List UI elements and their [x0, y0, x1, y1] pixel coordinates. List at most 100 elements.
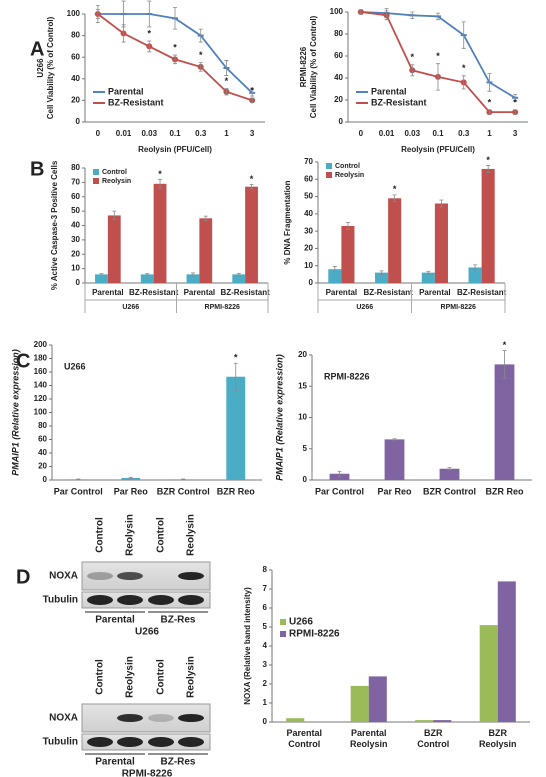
- x-tick-label: 0.1: [432, 129, 444, 138]
- legend-label: BZ-Resistant: [371, 97, 427, 107]
- bar: [497, 581, 516, 722]
- bar: [481, 168, 495, 283]
- x-tick-label: 3: [250, 129, 255, 138]
- significance: *: [393, 184, 397, 194]
- error-bar: [436, 63, 440, 91]
- blot-band: [87, 572, 113, 580]
- error-bar: [128, 476, 133, 480]
- x-tick-label: Par Control: [315, 486, 364, 496]
- y-tick-label: 20: [298, 350, 307, 359]
- y-axis-title: % Active Caspase-3 Positive Cells: [50, 160, 59, 290]
- blot-band: [148, 714, 174, 722]
- y-tick-label: 3: [263, 660, 268, 669]
- x-axis-title: Reolysin (PFU/Cell): [138, 145, 212, 154]
- x-tick-label: Parental: [326, 288, 358, 297]
- lane-group-label: Parental: [95, 615, 135, 626]
- legend-label: Reolysin: [102, 178, 131, 185]
- bar: [286, 718, 305, 722]
- x-tick-label: 0.3: [195, 129, 207, 138]
- y-tick-label: 80: [71, 31, 80, 40]
- lane-group-label: BZ-Res: [160, 757, 195, 768]
- error-bar: [384, 10, 389, 21]
- y-tick-label: 30: [304, 226, 313, 235]
- y-tick-label: 140: [34, 381, 48, 390]
- y-tick-label: 4: [263, 641, 268, 650]
- x-tick-label: BZR Reo: [486, 486, 525, 496]
- error-bar: [426, 270, 431, 275]
- row-label: Tubulin: [43, 595, 78, 606]
- y-tick-label: 7: [263, 584, 268, 593]
- error-bar: [190, 272, 195, 277]
- bar: [186, 274, 200, 283]
- bar: [107, 215, 121, 283]
- y-tick-label: 8: [263, 565, 268, 574]
- lane-label: Control: [95, 659, 106, 695]
- significance: *: [513, 97, 517, 107]
- significance: *: [158, 169, 162, 179]
- error-bar: [486, 165, 491, 173]
- legend-swatch: [93, 178, 99, 184]
- error-bar: [203, 215, 208, 221]
- bar: [199, 218, 213, 283]
- y-tick-label: 10: [71, 264, 80, 273]
- error-bar: [76, 478, 81, 481]
- error-bar: [173, 54, 177, 65]
- bar: [226, 376, 246, 480]
- error-bar: [513, 109, 518, 115]
- inset-label: RPMI-8226: [324, 371, 370, 381]
- error-bar: [461, 75, 466, 90]
- x-tick-label: Parental: [419, 288, 451, 297]
- legend-label: Control: [335, 163, 360, 170]
- bar: [468, 267, 482, 283]
- x-tick-label: 0.01: [379, 129, 395, 138]
- x-tick-label: 0.3: [458, 129, 470, 138]
- bar: [232, 274, 246, 283]
- y-axis-title: Cell Viability (% of Control): [46, 16, 55, 119]
- y-tick-label: 60: [334, 51, 343, 60]
- x-tick-label: BZ-Resistant: [457, 288, 507, 297]
- blot-strip: [81, 561, 211, 591]
- y-tick-label: 60: [304, 174, 313, 183]
- x-tick-label: BZR Reo: [217, 486, 256, 496]
- group-label: U266: [356, 304, 373, 311]
- bar: [479, 625, 498, 722]
- panel-label: C: [16, 350, 30, 372]
- error-bar: [332, 266, 337, 273]
- bar: [95, 274, 108, 283]
- y-tick-label: 40: [71, 221, 80, 230]
- blot-band: [148, 737, 174, 747]
- error-bar: [224, 60, 229, 76]
- legend-label: BZ-Resistant: [108, 97, 164, 107]
- y-tick-label: 50: [304, 192, 313, 201]
- lane-group-label: Parental: [95, 757, 135, 768]
- significance: *: [173, 42, 177, 52]
- bar: [245, 186, 258, 283]
- bar: [375, 272, 389, 283]
- error-bar: [447, 467, 452, 471]
- lane-label: Control: [95, 517, 106, 553]
- group-label: U266: [122, 304, 139, 311]
- error-bar: [345, 222, 350, 230]
- y-axis-title: NOXA (Relative band intensity): [243, 587, 252, 705]
- x-tick-label: BZ-Resistant: [129, 288, 179, 297]
- x-tick-label: Par Reo: [114, 486, 149, 496]
- legend-label: RPMI-8226: [289, 629, 340, 640]
- y-tick-label: 5: [303, 444, 308, 453]
- error-bar: [233, 362, 238, 391]
- y-axis-title: % DNA Fragmentation: [283, 180, 292, 264]
- bar: [433, 720, 452, 722]
- error-bar: [173, 7, 177, 30]
- y-axis-title: U266: [36, 58, 45, 78]
- bar: [494, 364, 515, 480]
- y-tick-label: 20: [304, 244, 313, 253]
- error-bar: [250, 89, 255, 97]
- y-tick-label: 160: [34, 367, 48, 376]
- row-label: Tubulin: [43, 737, 78, 748]
- significance: *: [436, 51, 440, 61]
- legend-label: Control: [102, 169, 127, 176]
- bar: [153, 183, 167, 283]
- error-bar: [147, 40, 152, 53]
- error-bar: [392, 194, 397, 203]
- error-bar: [112, 210, 117, 221]
- error-bar: [392, 438, 397, 441]
